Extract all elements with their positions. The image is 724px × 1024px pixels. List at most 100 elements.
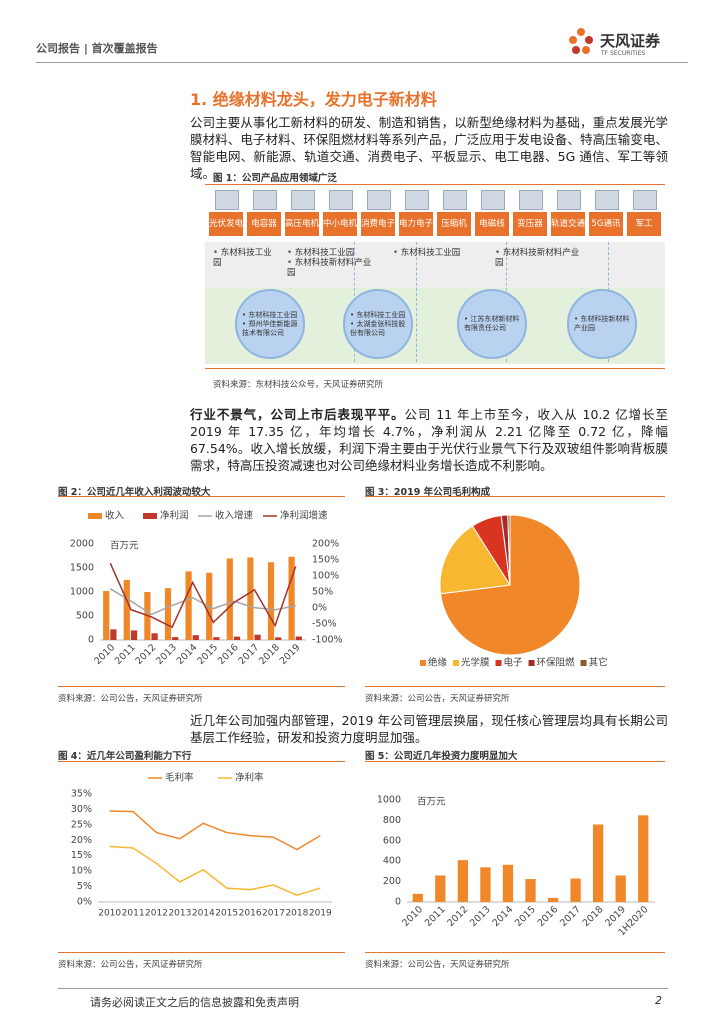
legend-swatch — [580, 660, 587, 666]
park: 东材科技新材料产业园 — [495, 248, 585, 268]
y-tick-label: 1500 — [70, 563, 94, 574]
park: 东材科技工业园 — [213, 248, 273, 268]
source: 资料来源：公司公告，天风证券研究所 — [58, 960, 203, 970]
x-tick-label: 2012 — [134, 642, 159, 667]
x-tick-label: 2013 — [154, 642, 179, 667]
company: 江苏东材新材料有限责任公司 — [464, 315, 520, 333]
icon — [481, 190, 505, 210]
company-circle: 东材科技工业园郑州华佳新能源技术有限公司 — [235, 289, 305, 359]
unit: 百万元 — [417, 797, 446, 808]
y-tick-label: 0% — [77, 897, 92, 908]
legend-swatch — [420, 660, 426, 666]
bar — [226, 558, 233, 640]
figure-rule — [365, 952, 665, 953]
x-tick-label: 2018 — [285, 909, 308, 919]
icon — [367, 190, 391, 210]
legend-label: 收入增速 — [215, 510, 254, 522]
bar — [638, 815, 649, 902]
bar — [172, 637, 179, 640]
bar — [288, 556, 295, 640]
chart: 0 500 1000 1500 2000 -100% -50% 0% 50% 100% 150% 20… — [70, 510, 343, 667]
bar — [247, 557, 254, 640]
x-tick-label: 2010 — [98, 909, 121, 919]
bar — [192, 635, 199, 640]
x-tick-label: 2012 — [145, 909, 168, 919]
section-title: 1. 绝缘材料龙头，发力电子新材料 — [190, 90, 437, 109]
legend-swatch — [88, 513, 102, 519]
park: 东材科技工业园 — [393, 248, 483, 258]
legend-label: 绝缘 — [428, 657, 448, 669]
x-tick-label: 2010 — [92, 642, 117, 667]
pie-slice — [439, 525, 511, 595]
figure-rule — [58, 496, 345, 497]
application-label: 军工 — [627, 212, 661, 236]
x-tick-label: 2014 — [192, 909, 215, 919]
application: 5G通讯 — [589, 186, 623, 238]
x-tick-label: 2015 — [215, 909, 238, 919]
park-group: 东材科技工业园 — [213, 248, 273, 268]
y2-tick-label: -50% — [312, 619, 337, 630]
application-label: 电容器 — [247, 212, 281, 236]
x-tick-label: 2011 — [122, 909, 145, 919]
x-tick-label: 2014 — [490, 904, 515, 929]
y-tick-label: 15% — [71, 850, 92, 861]
x-tick-label: 2016 — [239, 909, 262, 919]
figure-rule — [58, 761, 345, 762]
figure-title: 图 5：公司近几年投资力度明显加大 — [365, 751, 518, 762]
figure-rule — [365, 496, 665, 497]
application-label: 电磁线 — [475, 212, 509, 236]
legend-label: 净利率 — [235, 772, 264, 784]
application: 电容器 — [247, 186, 281, 238]
application-label: 轨道交通 — [551, 212, 585, 236]
chart: 0%5%10%15%20%25%30%35%2010 2011 2012 2013 20… — [71, 772, 332, 919]
logo-icon — [569, 28, 593, 54]
legend-label: 其它 — [589, 657, 608, 669]
y2-tick-label: 150% — [312, 555, 339, 566]
bar — [267, 562, 275, 640]
application: 轨道交通 — [551, 186, 585, 238]
legend-swatch — [143, 513, 157, 519]
icon — [595, 190, 619, 210]
figure-rule — [58, 952, 345, 953]
bar — [123, 580, 130, 640]
y-tick-label: 500 — [76, 611, 94, 622]
text: 公司 11 年上市至今，收入从 10.2 亿增长至 2019 年 17.35 亿… — [190, 407, 668, 473]
icon — [443, 190, 467, 210]
x-tick-label: 2013 — [168, 909, 191, 919]
x-tick-label: 2012 — [445, 904, 470, 929]
figure-title: 图 1：公司产品应用领域广泛 — [213, 173, 337, 184]
header-left: 公司报告 | 首次覆盖报告 — [36, 42, 158, 55]
page-number: 2 — [655, 994, 662, 1007]
pie-slice — [507, 514, 511, 586]
bar — [151, 633, 158, 640]
x-tick-label: 2018 — [257, 642, 282, 667]
figure-rule — [58, 686, 345, 687]
logo-text: 天风证券 — [600, 32, 661, 50]
bar — [457, 860, 468, 902]
company: 太湖金张科技股份有限公司 — [350, 320, 406, 338]
bar — [164, 588, 172, 640]
y-tick-label: 1000 — [70, 587, 94, 598]
bar — [480, 867, 491, 902]
legend-swatch — [528, 660, 535, 666]
line — [109, 810, 321, 851]
application: 光伏发电 — [209, 186, 243, 238]
company-circle: 东材科技工业园太湖金张科技股份有限公司 — [343, 289, 413, 359]
header-rule — [36, 62, 688, 63]
x-tick-label: 2017 — [558, 904, 583, 929]
y-tick-label: 10% — [71, 866, 92, 877]
unit: 百万元 — [110, 541, 139, 552]
figure-rule — [205, 184, 665, 185]
x-tick-label: 2019 — [278, 642, 303, 667]
line — [109, 562, 297, 629]
y-tick-label: 400 — [383, 856, 401, 867]
application: 消费电子 — [361, 186, 395, 238]
x-tick-label: 2015 — [513, 904, 538, 929]
y2-tick-label: 0% — [312, 603, 327, 614]
y-tick-label: 5% — [77, 881, 92, 892]
bar — [502, 864, 514, 902]
x-tick-label: 2016 — [536, 904, 561, 929]
x-tick-label: 2017 — [262, 909, 285, 919]
y2-tick-label: 100% — [312, 571, 339, 582]
